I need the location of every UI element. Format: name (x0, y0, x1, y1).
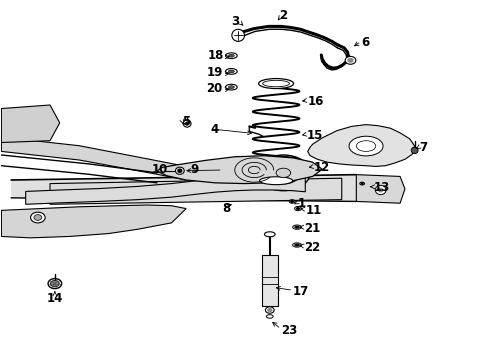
Text: 10: 10 (151, 163, 167, 176)
Ellipse shape (228, 86, 234, 89)
Text: 23: 23 (281, 324, 297, 337)
Polygon shape (157, 156, 322, 184)
Text: 12: 12 (313, 161, 329, 174)
Ellipse shape (356, 141, 375, 152)
Text: 19: 19 (206, 66, 222, 79)
Ellipse shape (361, 183, 363, 184)
Ellipse shape (30, 212, 45, 223)
Polygon shape (1, 137, 186, 180)
Ellipse shape (345, 57, 355, 64)
Ellipse shape (348, 136, 382, 156)
Ellipse shape (34, 215, 41, 220)
Ellipse shape (228, 54, 234, 57)
Ellipse shape (294, 206, 301, 211)
Polygon shape (26, 174, 305, 204)
Ellipse shape (267, 309, 271, 311)
Ellipse shape (378, 188, 382, 192)
Ellipse shape (175, 167, 184, 174)
FancyArrowPatch shape (14, 187, 348, 188)
Text: 5: 5 (182, 114, 190, 127)
Ellipse shape (50, 280, 59, 287)
Ellipse shape (185, 122, 188, 125)
Ellipse shape (48, 279, 61, 289)
Text: 14: 14 (46, 292, 63, 305)
Ellipse shape (410, 147, 417, 154)
Text: 22: 22 (303, 240, 320, 254)
Ellipse shape (225, 68, 237, 74)
Text: 16: 16 (307, 95, 324, 108)
Ellipse shape (266, 162, 300, 184)
Ellipse shape (296, 208, 299, 210)
Text: 3: 3 (231, 14, 239, 27)
Text: 2: 2 (279, 9, 287, 22)
Polygon shape (1, 205, 186, 238)
Text: 4: 4 (210, 123, 218, 136)
Ellipse shape (294, 226, 298, 228)
Polygon shape (356, 175, 404, 203)
Polygon shape (307, 125, 414, 166)
Ellipse shape (225, 84, 237, 90)
Ellipse shape (288, 200, 294, 203)
Ellipse shape (183, 120, 191, 127)
Ellipse shape (374, 185, 385, 195)
Ellipse shape (265, 307, 274, 313)
Text: 6: 6 (361, 36, 369, 49)
Ellipse shape (228, 70, 234, 73)
Ellipse shape (256, 155, 309, 191)
Text: 13: 13 (373, 181, 389, 194)
Ellipse shape (347, 59, 352, 62)
Polygon shape (1, 105, 60, 143)
Ellipse shape (225, 53, 237, 59)
Ellipse shape (259, 177, 292, 185)
Text: 15: 15 (305, 129, 322, 142)
Ellipse shape (292, 243, 301, 247)
Ellipse shape (359, 182, 364, 185)
Ellipse shape (290, 201, 293, 202)
Ellipse shape (178, 169, 182, 172)
Ellipse shape (231, 29, 244, 41)
Ellipse shape (294, 244, 298, 246)
Text: 1: 1 (297, 197, 305, 210)
Ellipse shape (264, 232, 275, 237)
Polygon shape (11, 175, 356, 202)
Text: 7: 7 (419, 141, 427, 154)
Text: 20: 20 (206, 82, 222, 95)
Polygon shape (50, 178, 341, 204)
Ellipse shape (292, 225, 301, 229)
Text: 11: 11 (305, 204, 321, 217)
Text: 8: 8 (222, 202, 230, 215)
Polygon shape (262, 255, 277, 306)
Text: 18: 18 (207, 49, 224, 62)
Text: 17: 17 (292, 285, 309, 298)
Ellipse shape (258, 78, 293, 89)
Text: 21: 21 (303, 222, 320, 235)
Ellipse shape (266, 315, 273, 318)
Text: 9: 9 (190, 163, 198, 176)
Ellipse shape (262, 80, 289, 87)
Ellipse shape (276, 168, 290, 177)
